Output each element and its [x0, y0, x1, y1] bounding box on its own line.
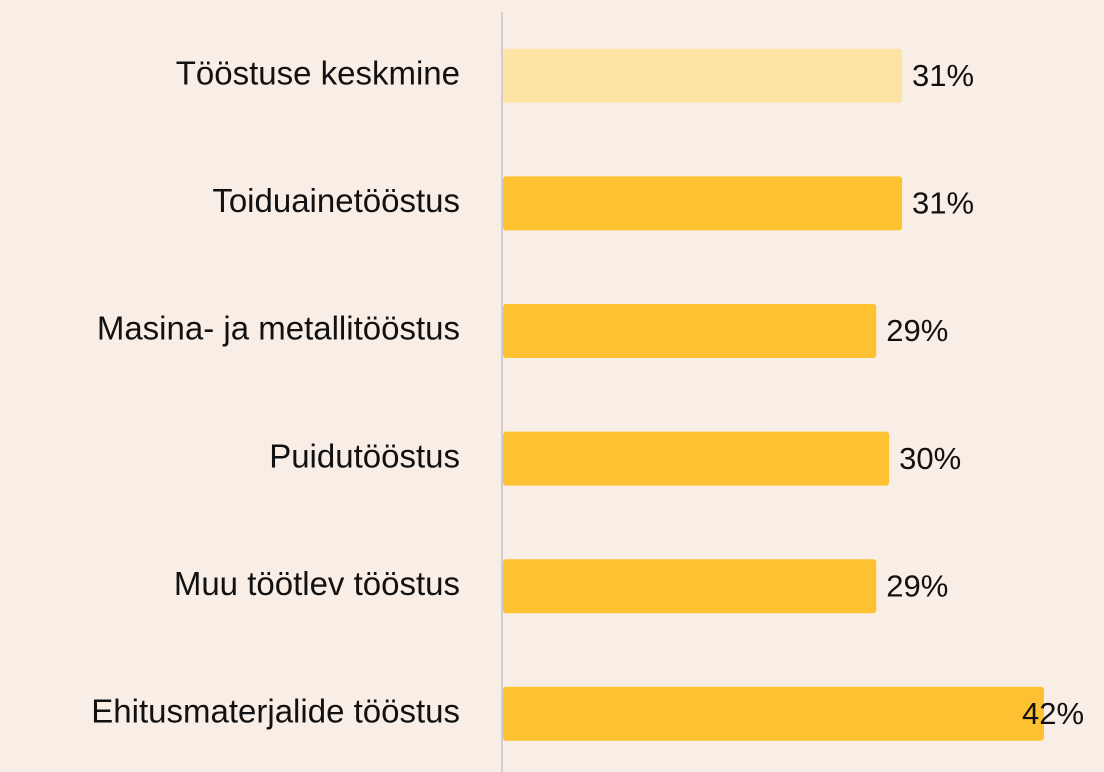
- category-label: Tööstuse keskmine: [176, 55, 460, 92]
- category-label: Masina- ja metallitööstus: [97, 310, 460, 347]
- value-label: 42%: [1022, 696, 1084, 731]
- category-label: Toiduainetööstus: [212, 182, 460, 219]
- bar: [503, 48, 903, 103]
- value-label: 29%: [886, 313, 948, 348]
- category-label: Muu töötlev tööstus: [174, 565, 460, 602]
- bar: [503, 431, 890, 486]
- category-label: Puidutööstus: [269, 437, 460, 474]
- value-label: 30%: [899, 441, 961, 476]
- value-label: 31%: [912, 186, 974, 221]
- bar: [503, 559, 877, 614]
- value-label: 29%: [886, 568, 948, 603]
- value-label: 31%: [912, 58, 974, 93]
- category-label: Ehitusmaterjalide tööstus: [91, 693, 460, 730]
- bar: [503, 686, 1044, 741]
- bar: [503, 304, 877, 358]
- bar: [503, 176, 903, 231]
